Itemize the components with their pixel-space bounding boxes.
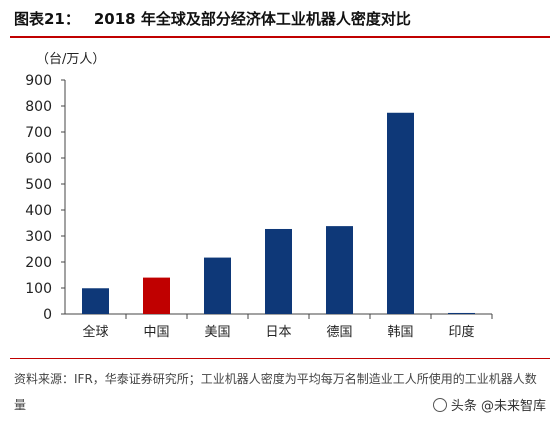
y-tick-label: 500: [25, 177, 52, 193]
y-tick-label: 400: [25, 203, 52, 219]
bar-3: [204, 257, 231, 314]
watermark-text: 头条 @未来智库: [450, 399, 546, 414]
source-note: 资料来源：IFR，华泰证券研究所；工业机器人密度为平均每万名制造业工人所使用的工…: [14, 372, 537, 412]
watermark: 头条 @未来智库: [432, 395, 546, 414]
y-tick-label: 900: [25, 73, 52, 89]
x-tick-label: 中国: [143, 325, 169, 340]
bar-2: [143, 277, 170, 314]
title-divider: [10, 36, 550, 38]
y-axis-unit-label: （台/万人）: [36, 52, 106, 67]
bar-chart: 0 100 200 300 400 500 600 700 800 900 全球 中国 美国 日本 德国 韩国…: [25, 73, 493, 340]
y-tick-label: 300: [25, 229, 52, 245]
figure-label: 图表21：: [14, 9, 80, 28]
y-tick-label: 100: [25, 281, 52, 297]
bar-1: [82, 288, 109, 314]
x-tick-label: 全球: [82, 324, 108, 340]
x-tick-label: 韩国: [387, 325, 413, 340]
y-tick-label: 700: [25, 125, 52, 141]
chart-title: 图表21： 2018 年全球及部分经济体工业机器人密度对比: [0, 0, 558, 36]
bar-5: [326, 226, 353, 314]
source-divider: [10, 358, 550, 359]
y-tick-label: 800: [25, 99, 52, 115]
figure-title: 2018 年全球及部分经济体工业机器人密度对比: [93, 9, 411, 28]
y-tick-label: 600: [25, 151, 52, 167]
camera-icon: [432, 397, 447, 412]
bar-6: [387, 112, 414, 314]
y-tick-label: 200: [25, 255, 52, 271]
x-tick-label: 印度: [448, 324, 474, 340]
x-tick-label: 美国: [204, 325, 230, 340]
x-tick-label: 德国: [326, 325, 352, 340]
x-tick-label: 日本: [265, 325, 291, 340]
y-tick-label: 0: [43, 307, 52, 323]
bar-7: [448, 312, 475, 314]
bar-4: [265, 228, 292, 314]
